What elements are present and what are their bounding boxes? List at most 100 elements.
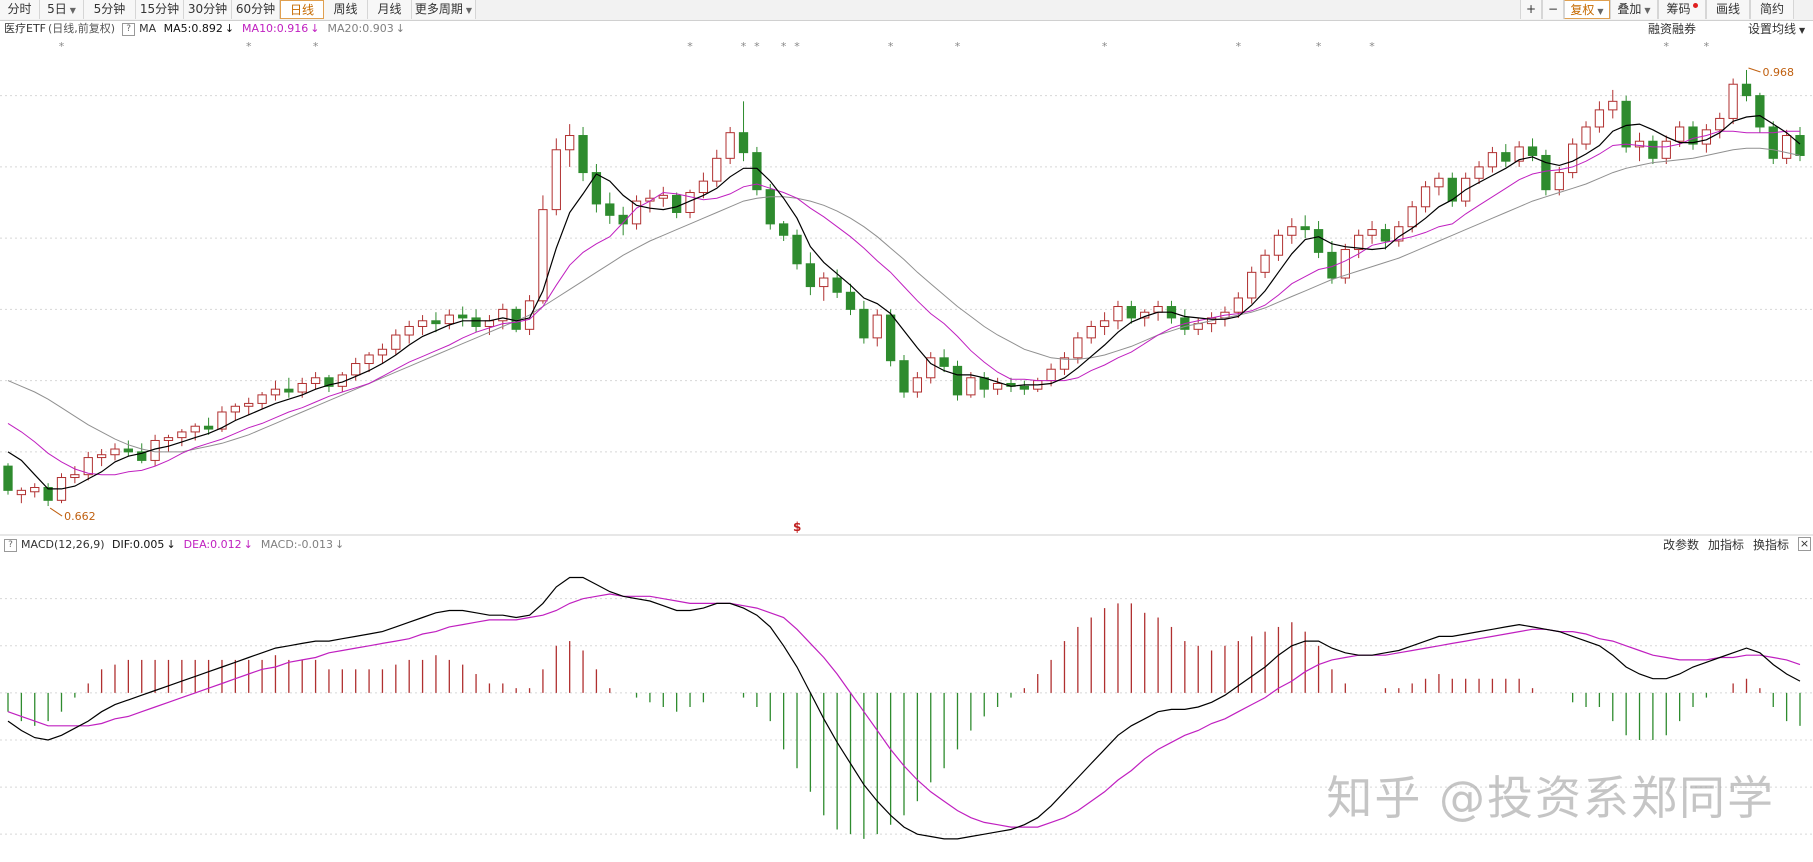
tab-period-5[interactable]: 60分钟 (232, 0, 280, 19)
tool-button-0[interactable]: + (1520, 0, 1542, 19)
candle-body (377, 348, 388, 356)
event-marker: * (1369, 40, 1375, 53)
tab-period-8[interactable]: 月线 (368, 0, 412, 19)
candle-body (1741, 83, 1752, 97)
tab-period-2[interactable]: 5分钟 (84, 0, 136, 19)
candle-body (1608, 100, 1618, 111)
candle (257, 392, 267, 410)
tab-period-3[interactable]: 15分钟 (136, 0, 184, 19)
period-toolbar: 分时 5日 ▼ 5分钟 15分钟 30分钟 60分钟 日线 周线 月线 更多周期 ▼ + − 复权 ▼ 叠加 ▼… (0, 0, 1813, 21)
candle (30, 483, 40, 498)
candle-body (1781, 135, 1792, 159)
candle (1741, 69, 1752, 102)
tool-button-2[interactable]: 复权 ▼ (1564, 0, 1610, 19)
close-icon[interactable]: × (1798, 537, 1811, 551)
tool-button-1[interactable]: − (1542, 0, 1564, 19)
high-price-label: 0.968 (1763, 66, 1795, 79)
candle (1648, 135, 1658, 165)
candle-body (123, 448, 134, 453)
candle-body (899, 360, 909, 393)
tool-button-5[interactable]: 画线 (1706, 0, 1750, 19)
notification-dot-icon (1692, 3, 1698, 8)
candle-body (471, 317, 481, 327)
low-pointer (49, 507, 63, 517)
candle (498, 303, 508, 330)
macd-item-2: MACD:-0.013 ↓ (261, 538, 348, 551)
candle (83, 451, 93, 481)
candle (979, 372, 989, 398)
candle-body (1113, 306, 1123, 322)
candle-body (765, 189, 775, 225)
candle (926, 352, 936, 384)
event-marker: * (888, 40, 894, 53)
candle (43, 483, 53, 507)
candle (3, 463, 13, 495)
macd-value: DIF:0.005 (112, 538, 165, 551)
candle (1126, 300, 1136, 324)
candle (1688, 121, 1698, 150)
candle (1474, 161, 1484, 184)
candle (805, 252, 816, 296)
tab-label: 60分钟 (235, 2, 276, 16)
candle-body (137, 451, 147, 461)
candle (1367, 221, 1377, 244)
ma5-line (7, 114, 1801, 490)
tab-label: 日线 (289, 3, 314, 17)
candle (565, 124, 575, 167)
candle (912, 372, 923, 398)
tab-period-1[interactable]: 5日 ▼ (40, 0, 84, 19)
candle (1554, 166, 1564, 196)
macd-chart[interactable] (0, 553, 1813, 862)
tool-button-6[interactable]: 简约 (1750, 0, 1794, 19)
margin-trading-link[interactable]: 融资融券 (1648, 22, 1697, 36)
candle (1340, 243, 1350, 284)
add-indicator-link[interactable]: 加指标 (1708, 538, 1745, 552)
event-marker: * (1236, 40, 1242, 53)
candle (738, 101, 749, 162)
candle (1394, 221, 1404, 247)
candle (578, 126, 588, 182)
candle (1206, 312, 1217, 333)
candle (444, 309, 454, 330)
tab-period-6[interactable]: 日线 (280, 0, 324, 19)
tab-period-0[interactable]: 分时 (0, 0, 40, 19)
candle-body (792, 234, 802, 265)
candle-body (1059, 357, 1070, 370)
ma-value: MA10:0.916 (242, 22, 309, 35)
candle-body (832, 277, 842, 293)
candle-body (431, 320, 441, 325)
tab-period-7[interactable]: 周线 (324, 0, 368, 19)
help-icon[interactable]: ? (122, 22, 136, 36)
candle (966, 372, 976, 398)
ma20-line (7, 147, 1801, 453)
candle-body (270, 388, 281, 396)
candle (310, 372, 321, 390)
candle (1153, 300, 1163, 321)
candle (658, 186, 668, 207)
edit-params-link[interactable]: 改参数 (1663, 538, 1700, 552)
candle (458, 306, 468, 327)
candle-body (1661, 140, 1671, 159)
ma-settings-link[interactable]: 设置均线 ▼ (1748, 21, 1805, 37)
candle-body (725, 132, 735, 159)
event-marker: * (741, 40, 747, 53)
candle (1287, 218, 1297, 244)
candle-body (1594, 109, 1605, 128)
dea-line (7, 593, 1801, 828)
candle (591, 164, 602, 213)
candle-body (244, 402, 254, 407)
candle-body (70, 474, 80, 479)
candle-body (1019, 385, 1030, 390)
tool-button-4[interactable]: 筹码 (1658, 0, 1706, 19)
tab-period-9[interactable]: 更多周期 ▼ (412, 0, 476, 19)
tab-period-4[interactable]: 30分钟 (184, 0, 232, 19)
candle-body (591, 172, 602, 205)
candle-body (912, 377, 923, 393)
help-icon[interactable]: ? (4, 538, 17, 552)
switch-indicator-link[interactable]: 换指标 (1753, 538, 1790, 552)
candle (631, 195, 642, 230)
tool-button-3[interactable]: 叠加 ▼ (1610, 0, 1658, 19)
candle (1581, 121, 1591, 150)
candle (1407, 201, 1417, 233)
